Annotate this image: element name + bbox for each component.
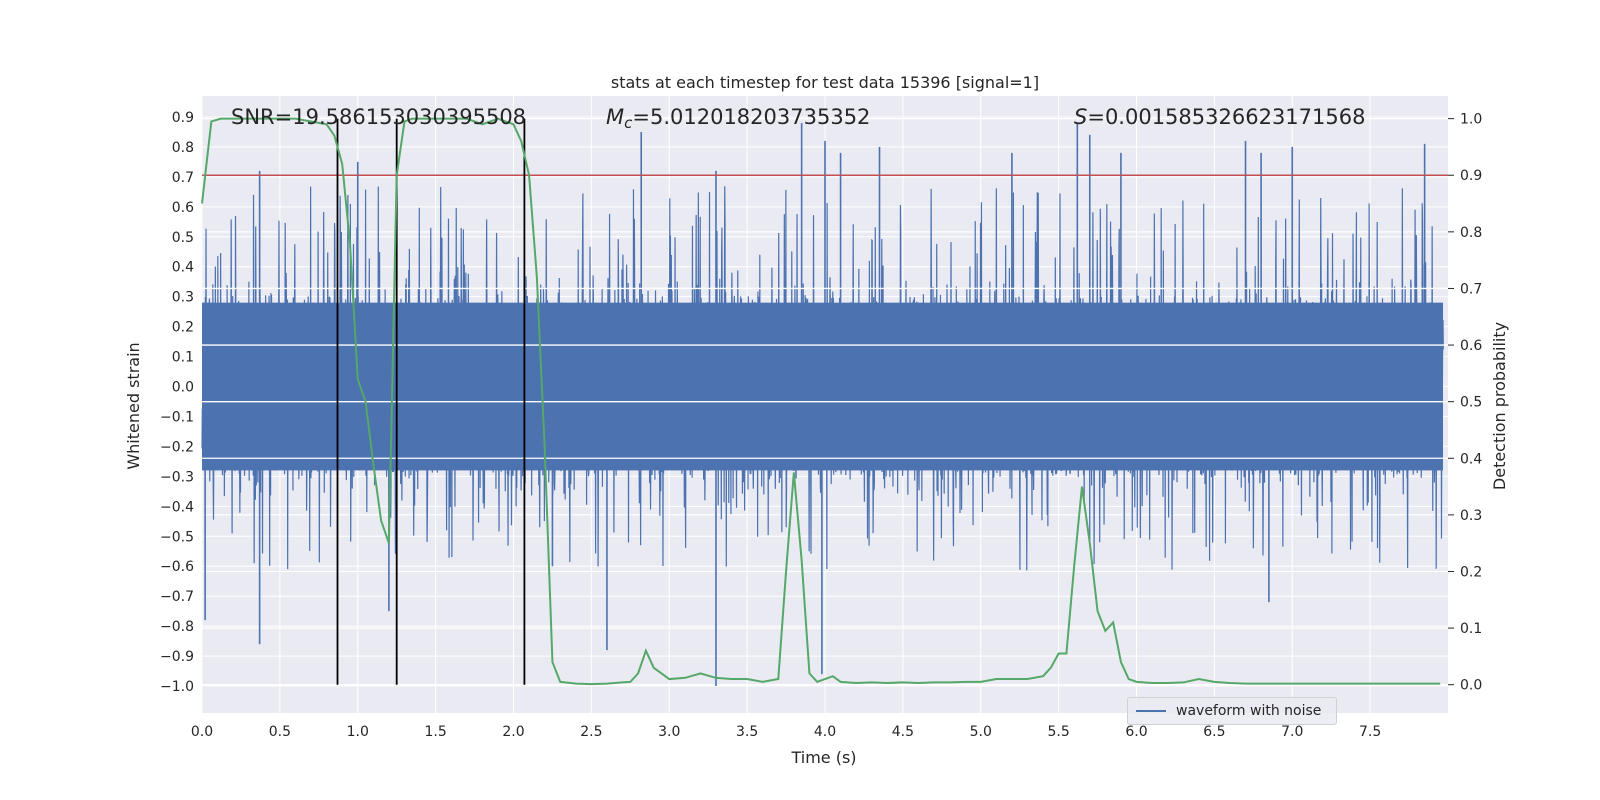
x-tick-label: 4.5 [892,724,914,740]
legend-swatch [1136,710,1166,712]
y-axis-label-left: Whitened strain [124,342,143,469]
chart-title: stats at each timestep for test data 153… [611,73,1039,92]
mc-annotation: Mc=5.012018203735352 [606,105,870,132]
detection-probability-line [201,117,1441,686]
x-tick-label: 6.5 [1203,724,1225,740]
y-left-tick-label: 0.0 [172,380,194,396]
mc-subscript: c [624,114,633,132]
x-tick-label: 3.5 [736,724,758,740]
x-tick-label: 7.5 [1359,724,1381,740]
y-right-tick-label: 1.0 [1460,112,1482,128]
y-left-tick-label: 0.1 [172,350,194,366]
y-left-tick-label: 0.3 [172,290,194,306]
y-left-tick-label: −0.6 [160,559,194,575]
y-left-tick-label: 0.6 [172,200,194,216]
y-right-tick-label: 0.3 [1460,508,1482,524]
x-tick-label: 5.5 [1047,724,1069,740]
overlay-lines [201,117,1448,686]
x-tick-label: 4.0 [814,724,836,740]
mc-value: =5.012018203735352 [632,105,870,129]
y-left-tick-label: −1.0 [160,679,194,695]
y-axis-label-right: Detection probability [1490,322,1509,490]
y-left-tick-label: −0.7 [160,589,194,605]
s-value: =0.001585326623171568 [1087,105,1365,129]
x-tick-label: 7.0 [1281,724,1303,740]
y-right-tick-label: 0.1 [1460,621,1482,637]
y-left-tick-label: −0.4 [160,499,194,515]
x-tick-label: 3.0 [658,724,680,740]
x-tick-label: 0.5 [269,724,291,740]
snr-annotation: SNR=19.586153030395508 [231,105,526,129]
y-left-tick-label: 0.7 [172,170,194,186]
y-right-tick-label: 0.6 [1460,338,1482,354]
y-left-tick-label: 0.8 [172,140,194,156]
x-tick-label: 2.0 [502,724,524,740]
y-left-tick-label: −0.9 [160,649,194,665]
y-left-tick-label: 0.4 [172,260,194,276]
x-tick-label: 1.0 [347,724,369,740]
y-right-tick-label: 0.8 [1460,225,1482,241]
y-left-tick-label: −0.1 [160,409,194,425]
y-right-tick-label: 0.2 [1460,564,1482,580]
y-left-tick-label: −0.8 [160,619,194,635]
y-left-tick-label: 0.5 [172,230,194,246]
x-tick-label: 1.5 [424,724,446,740]
y-left-tick-label: −0.2 [160,439,194,455]
tick-labels: 0.9 0.8 0.7 0.6 0.5 0.4 0.3 0.2 0.1 0.0 −0.1 −0.2 −0… [160,110,1482,740]
y-right-tick-label: 0.0 [1460,678,1482,694]
waveform-series [201,122,1444,687]
y-left-tick-label: 0.9 [172,110,194,126]
legend-label: waveform with noise [1176,703,1322,719]
x-tick-label: 6.0 [1125,724,1147,740]
s-symbol: S [1074,105,1087,129]
x-tick-label: 2.5 [580,724,602,740]
x-axis-label: Time (s) [790,748,856,767]
y-left-tick-label: −0.3 [160,469,194,485]
y-right-tick-label: 0.4 [1460,451,1482,467]
y-right-tick-label: 0.7 [1460,281,1482,297]
y-right-tick-label: 0.5 [1460,395,1482,411]
y-left-tick-label: 0.2 [172,320,194,336]
mc-symbol: M [606,105,624,129]
legend: waveform with noise [1127,697,1337,725]
x-tick-label: 5.0 [970,724,992,740]
y-right-tick-label: 0.9 [1460,168,1482,184]
x-tick-label: 0.0 [191,724,213,740]
s-annotation: S=0.001585326623171568 [1074,105,1365,129]
y-left-tick-label: −0.5 [160,529,194,545]
